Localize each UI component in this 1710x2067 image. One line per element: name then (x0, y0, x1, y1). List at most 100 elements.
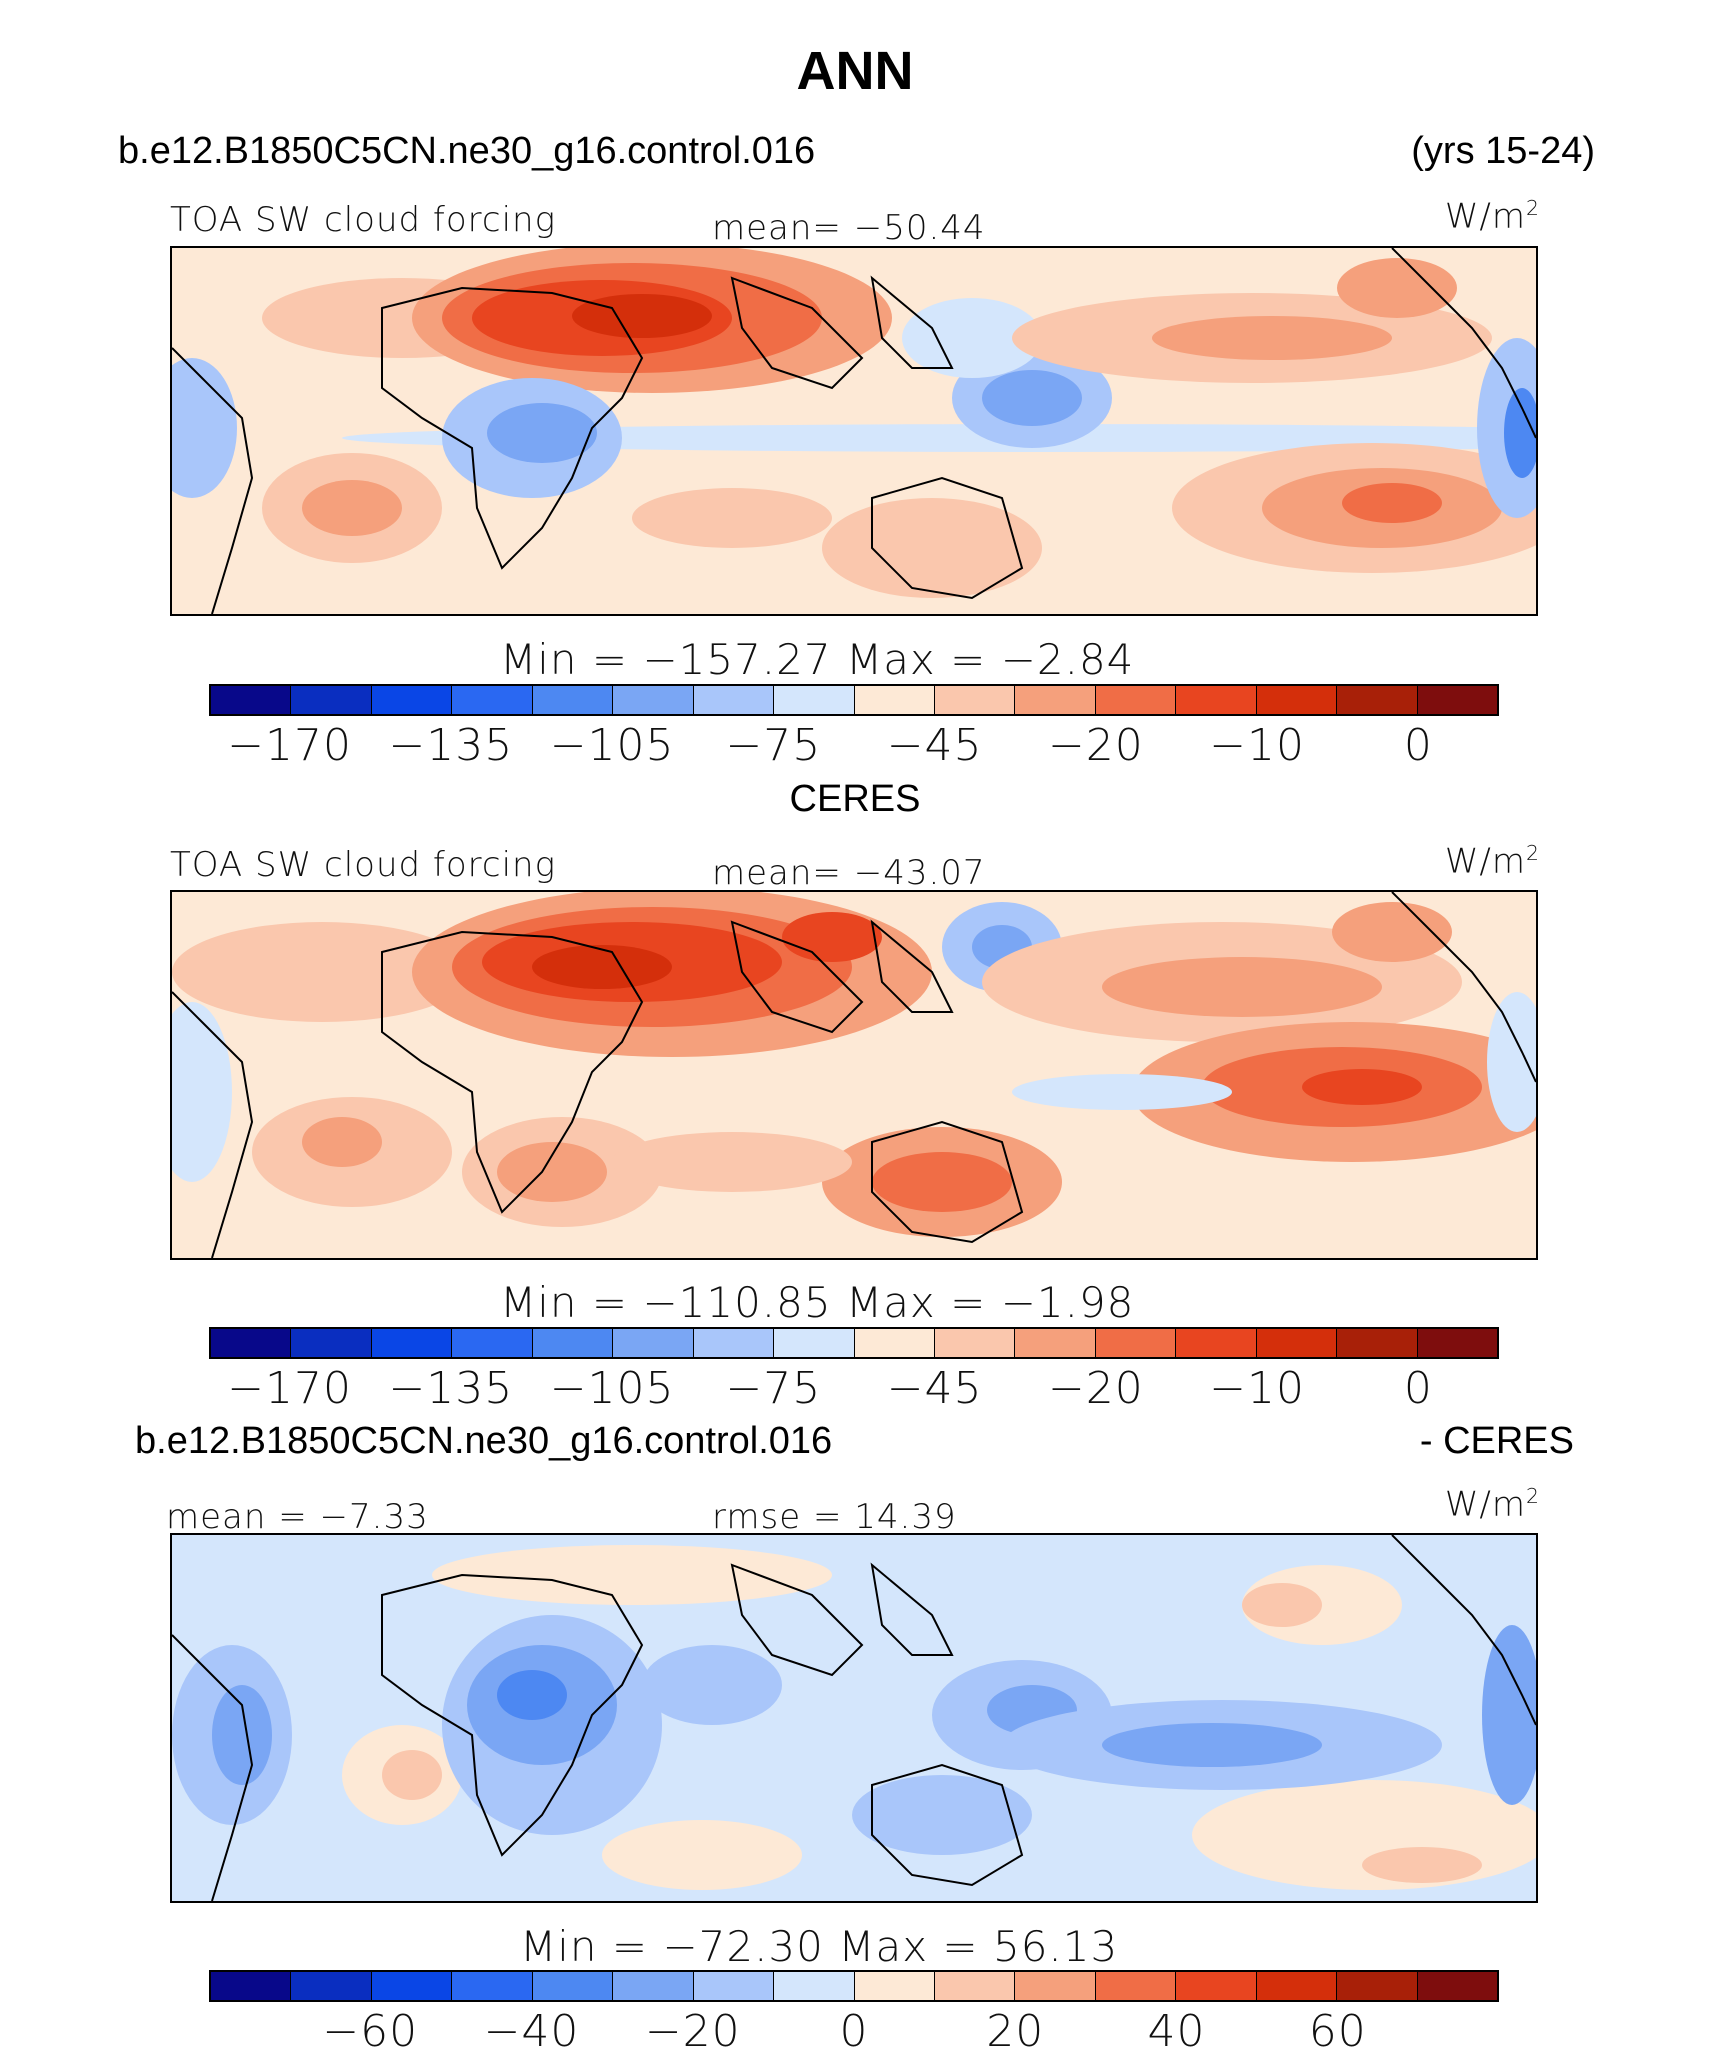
panel2-colorbar-box-13 (1256, 1329, 1338, 1357)
panel3-mean-value: −7.33 (319, 1497, 429, 1537)
panel1-colorbar-box-10 (1015, 686, 1096, 714)
panel2-colorbar-box-3 (452, 1329, 533, 1357)
panel1-colorbar-box-8 (854, 686, 935, 714)
panel2-units: W/m2 (1444, 841, 1540, 882)
panel1-colorbar-box-15 (1417, 686, 1497, 714)
panel2-colorbar-box-8 (854, 1329, 935, 1357)
panel1-map (170, 246, 1538, 616)
panel1-tick-label: −75 (725, 720, 822, 771)
panel1-colorbar-box-11 (1095, 686, 1177, 714)
panel2-colorbar-box-7 (774, 1329, 855, 1357)
panel2-colorbar-box-11 (1095, 1329, 1177, 1357)
panel3-rmse: rmse = 14.39 (712, 1497, 957, 1537)
panel1-colorbar (209, 684, 1499, 716)
panel3-tick-label: −60 (322, 2006, 419, 2057)
panel3-case-name: b.e12.B1850C5CN.ne30_g16.control.016 (135, 1420, 833, 1462)
panel1-max-label: Max = (845, 635, 987, 684)
panel1-mean-label: mean= (712, 208, 842, 248)
main-title: ANN (796, 41, 914, 101)
panel2-colorbar-box-6 (693, 1329, 775, 1357)
panel1-mean-value: −50.44 (853, 208, 986, 248)
panel1-colorbar-box-6 (693, 686, 775, 714)
panel3-max-value: 56.13 (992, 1922, 1119, 1971)
panel3-colorbar-box-7 (774, 1972, 855, 2000)
panel2-colorbar-box-14 (1337, 1329, 1418, 1357)
panel2-colorbar-box-5 (613, 1329, 694, 1357)
panel2-tick-label: −170 (227, 1363, 353, 1414)
panel3-case-suffix: - CERES (1419, 1420, 1574, 1462)
panel3-colorbar-box-8 (854, 1972, 935, 2000)
panel1-tick-label: −20 (1047, 720, 1144, 771)
panel2-tick-label: 0 (1403, 1363, 1433, 1414)
panel1-colorbar-box-7 (774, 686, 855, 714)
panel3-tick-label: 20 (986, 2006, 1045, 2057)
panel2-tick-label: −10 (1209, 1363, 1306, 1414)
panel3-colorbar-box-11 (1095, 1972, 1177, 2000)
panel3-tick-label: 60 (1308, 2006, 1367, 2057)
panel3-min-value: −72.30 (662, 1922, 824, 1971)
panel3-colorbar-box-1 (291, 1972, 372, 2000)
panel1-tick-label: −45 (886, 720, 983, 771)
panel3-colorbar-box-13 (1256, 1972, 1338, 2000)
panel3-tick-label: 40 (1147, 2006, 1206, 2057)
panel2-colorbar-box-10 (1015, 1329, 1096, 1357)
panel3-tick-label: −20 (644, 2006, 741, 2057)
panel1-minmax: Min = −157.27 Max = −2.84 (500, 635, 1134, 684)
panel1-colorbar-box-5 (613, 686, 694, 714)
panel3-max-label: Max = (838, 1922, 979, 1971)
panel2-mean-value: −43.07 (853, 853, 986, 893)
panel2-colorbar-box-15 (1417, 1329, 1497, 1357)
panel3-colorbar-box-10 (1015, 1972, 1096, 2000)
panel1-max-value: −2.84 (1000, 635, 1135, 684)
panel3-colorbar-box-4 (532, 1972, 614, 2000)
panel3-minmax: Min = −72.30 Max = 56.13 (520, 1922, 1118, 1971)
panel3-colorbar-box-12 (1176, 1972, 1257, 2000)
panel2-max-label: Max = (845, 1278, 987, 1327)
panel3-colorbar (209, 1970, 1499, 2002)
panel2-tick-label: −20 (1047, 1363, 1144, 1414)
panel1-colorbar-box-4 (532, 686, 614, 714)
panel3-colorbar-box-15 (1417, 1972, 1497, 2000)
panel2-variable-title: TOA SW cloud forcing (170, 845, 556, 885)
panel2-min-label: Min = (500, 1278, 629, 1327)
panel3-tick-label: 0 (839, 2006, 869, 2057)
panel3-map (170, 1533, 1538, 1903)
panel3-units: W/m2 (1444, 1484, 1540, 1525)
panel3-mean-label: mean = (166, 1497, 308, 1537)
panel2-field (172, 892, 1536, 1258)
panel2-map (170, 890, 1538, 1260)
panel1-tick-label: −170 (227, 720, 353, 771)
panel3-colorbar-box-2 (371, 1972, 453, 2000)
panel1-tick-label: −135 (388, 720, 514, 771)
panel1-tick-label: 0 (1403, 720, 1433, 771)
panel1-colorbar-box-1 (291, 686, 372, 714)
panel1-tick-label: −10 (1209, 720, 1306, 771)
panel1-mean: mean= −50.44 (712, 208, 986, 248)
panel3-colorbar-box-3 (452, 1972, 533, 2000)
panel2-mean-label: mean= (712, 853, 842, 893)
panel3-mean: mean = −7.33 (166, 1497, 429, 1537)
panel1-colorbar-box-12 (1176, 686, 1257, 714)
panel2-colorbar-box-1 (291, 1329, 372, 1357)
panel2-min-value: −110.85 (642, 1278, 832, 1327)
panel3-colorbar-box-14 (1337, 1972, 1418, 2000)
panel3-rmse-label: rmse = (712, 1497, 843, 1537)
panel3-rmse-value: 14.39 (854, 1497, 957, 1537)
panel2-max-value: −1.98 (1000, 1278, 1135, 1327)
panel3-colorbar-box-6 (693, 1972, 775, 2000)
panel3-min-label: Min = (520, 1922, 649, 1971)
panel2-tick-label: −75 (725, 1363, 822, 1414)
panel2-minmax: Min = −110.85 Max = −1.98 (500, 1278, 1134, 1327)
panel2-colorbar-box-12 (1176, 1329, 1257, 1357)
panel1-colorbar-box-3 (452, 686, 533, 714)
panel3-colorbar-box-9 (934, 1972, 1016, 2000)
panel3-colorbar-box-0 (211, 1972, 292, 2000)
panel1-colorbar-box-14 (1337, 686, 1418, 714)
panel1-field (172, 248, 1536, 614)
panel2-colorbar-box-4 (532, 1329, 614, 1357)
panel2-tick-label: −105 (549, 1363, 675, 1414)
panel2-case-name: CERES (789, 778, 921, 820)
panel1-colorbar-box-2 (371, 686, 453, 714)
panel1-case-name: b.e12.B1850C5CN.ne30_g16.control.016 (118, 130, 816, 172)
panel3-tick-label: −40 (483, 2006, 580, 2057)
